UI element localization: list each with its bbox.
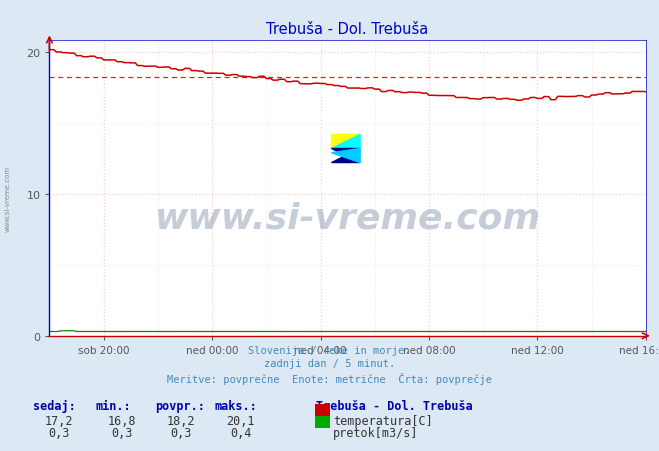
Text: 0,3: 0,3 xyxy=(171,426,192,439)
Text: 0,4: 0,4 xyxy=(230,426,251,439)
Text: Meritve: povprečne  Enote: metrične  Črta: povprečje: Meritve: povprečne Enote: metrične Črta:… xyxy=(167,372,492,384)
Text: sedaj:: sedaj: xyxy=(33,399,76,412)
Text: 17,2: 17,2 xyxy=(45,414,74,427)
Text: 18,2: 18,2 xyxy=(167,414,196,427)
Text: Slovenija / reke in morje.: Slovenija / reke in morje. xyxy=(248,345,411,355)
Text: 0,3: 0,3 xyxy=(111,426,132,439)
Text: zadnji dan / 5 minut.: zadnji dan / 5 minut. xyxy=(264,359,395,368)
Text: temperatura[C]: temperatura[C] xyxy=(333,414,432,427)
Title: Trebuša - Dol. Trebuša: Trebuša - Dol. Trebuša xyxy=(266,22,429,37)
Text: 16,8: 16,8 xyxy=(107,414,136,427)
Polygon shape xyxy=(331,149,360,163)
Text: min.:: min.: xyxy=(96,399,131,412)
Text: www.si-vreme.com: www.si-vreme.com xyxy=(5,166,11,231)
Text: maks.:: maks.: xyxy=(214,399,257,412)
Text: pretok[m3/s]: pretok[m3/s] xyxy=(333,426,418,439)
Text: Trebuša - Dol. Trebuša: Trebuša - Dol. Trebuša xyxy=(316,399,473,412)
Text: 20,1: 20,1 xyxy=(226,414,255,427)
Text: 0,3: 0,3 xyxy=(49,426,70,439)
Text: www.si-vreme.com: www.si-vreme.com xyxy=(155,201,540,235)
Polygon shape xyxy=(331,135,360,149)
Polygon shape xyxy=(331,135,360,149)
Polygon shape xyxy=(331,149,360,163)
Text: povpr.:: povpr.: xyxy=(155,399,205,412)
